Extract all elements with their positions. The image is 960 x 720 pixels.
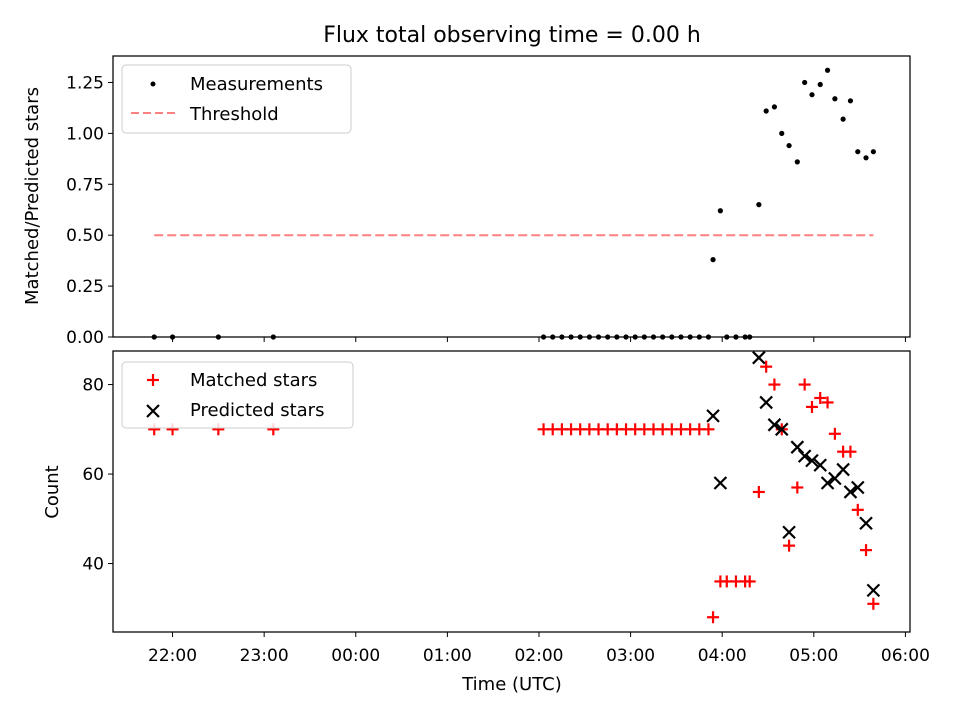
predicted-stars-point [782, 525, 796, 539]
legend-measurements-marker [150, 81, 156, 87]
matched-stars-point [707, 611, 720, 624]
predicted-stars-point [813, 458, 828, 472]
predicted-stars-point [859, 516, 873, 531]
predicted-stars-point [797, 449, 812, 463]
top-y-ticks: 0.00 0.25 0.50 0.75 1.00 1.25 [66, 73, 113, 348]
measurements-point [802, 79, 808, 86]
bottom-panel: 40 60 80 22:00 23:00 00:00 01:00 02:00 03:00 04:… [42, 350, 930, 695]
matched-stars-point [851, 503, 864, 516]
y-tick-label: 1.25 [66, 73, 104, 93]
measurements-point [763, 108, 769, 114]
measurements-point [779, 130, 785, 136]
chart-title: Flux total observing time = 0.00 h [323, 23, 701, 48]
x-axis-label: Time (UTC) [461, 674, 562, 695]
predicted-stars-point [805, 453, 819, 468]
x-tick-label: 00:00 [331, 646, 380, 666]
measurements-point [840, 116, 846, 122]
predicted-stars-point [790, 440, 805, 454]
predicted-stars-point [767, 418, 782, 432]
measurements-point [809, 92, 815, 98]
matched-stars-point [821, 396, 834, 409]
predicted-stars-point [713, 476, 728, 490]
measurements-point [855, 149, 861, 155]
legend-predicted-label: Predicted stars [190, 400, 324, 421]
x-tick-label: 02:00 [514, 646, 563, 666]
measurements-point [870, 149, 876, 155]
matched-stars-point [702, 423, 715, 436]
predicted-stars-point [836, 462, 850, 477]
x-tick-label: 22:00 [148, 646, 197, 666]
measurements-point [756, 202, 762, 208]
x-tick-label: 01:00 [423, 646, 472, 666]
legend-matched-label: Matched stars [190, 370, 317, 391]
bottom-legend-box [121, 361, 354, 429]
y-tick-label: 0.25 [66, 277, 104, 297]
predicted-stars-point [866, 583, 881, 598]
top-axes-frame [112, 55, 911, 338]
predicted-stars-point [759, 395, 773, 410]
x-tick-label: 05:00 [789, 646, 838, 666]
predicted-stars-point [820, 476, 835, 490]
legend-matched-marker [147, 374, 159, 386]
matched-stars-point [860, 544, 873, 557]
top-y-axis-label: Matched/Predicted stars [22, 87, 43, 305]
measurements-point [710, 257, 716, 263]
matched-stars-point [791, 481, 804, 494]
bottom-y-axis-label: Count [42, 465, 63, 518]
predicted-stars-point [851, 480, 865, 495]
x-tick-label: 23:00 [240, 646, 289, 666]
matched-stars-point [768, 378, 781, 391]
top-panel: 0.00 0.25 0.50 0.75 1.00 1.25 Matched/Predict… [22, 55, 911, 348]
bottom-axes-frame [112, 350, 911, 633]
top-x-ticks [172, 337, 906, 342]
matched-stars-point [760, 360, 773, 373]
x-tick-label: 04:00 [698, 646, 747, 666]
measurements-point [817, 81, 823, 88]
measurements-point [832, 96, 838, 102]
predicted-stars-point [774, 422, 789, 437]
bottom-panel-marks [148, 350, 881, 624]
y-tick-label: 0.50 [66, 226, 104, 246]
matched-stars-point [743, 575, 756, 588]
top-legend-box [121, 64, 352, 134]
y-tick-label: 0.75 [66, 175, 104, 195]
measurements-point [847, 98, 854, 104]
predicted-stars-point [752, 350, 766, 365]
x-tick-label: 06:00 [881, 646, 930, 666]
legend-predicted-marker [146, 404, 160, 418]
predicted-stars-point [706, 409, 720, 423]
matched-stars-point [828, 427, 841, 440]
measurements-point [824, 67, 831, 73]
y-tick-label: 1.00 [66, 124, 104, 144]
measurements-point [717, 208, 723, 214]
legend-threshold-label: Threshold [189, 104, 279, 125]
matched-stars-point [798, 378, 811, 391]
measurements-point [794, 159, 800, 165]
top-legend: Measurements Threshold [121, 64, 352, 134]
matched-stars-point [844, 445, 857, 458]
top-panel-marks [151, 67, 876, 340]
measurements-point [771, 104, 778, 110]
bottom-x-ticks: 22:00 23:00 00:00 01:00 02:00 03:00 04:00 05:00… [148, 632, 930, 666]
y-tick-label: 40 [82, 555, 104, 575]
measurements-point [863, 155, 869, 161]
predicted-stars-point [843, 485, 858, 499]
x-tick-label: 03:00 [606, 646, 655, 666]
y-tick-label: 80 [82, 376, 104, 396]
legend-measurements-label: Measurements [190, 74, 323, 95]
matched-stars-point [783, 539, 796, 552]
measurements-point [786, 142, 792, 149]
matched-stars-point [752, 485, 765, 498]
matched-stars-point [805, 400, 818, 413]
bottom-y-ticks: 40 60 80 [82, 376, 113, 575]
y-tick-label: 60 [82, 465, 104, 485]
matched-stars-point [814, 391, 827, 404]
matched-stars-point [867, 597, 880, 610]
bottom-legend: Matched stars Predicted stars [121, 361, 354, 429]
y-tick-label: 0.00 [66, 328, 104, 348]
